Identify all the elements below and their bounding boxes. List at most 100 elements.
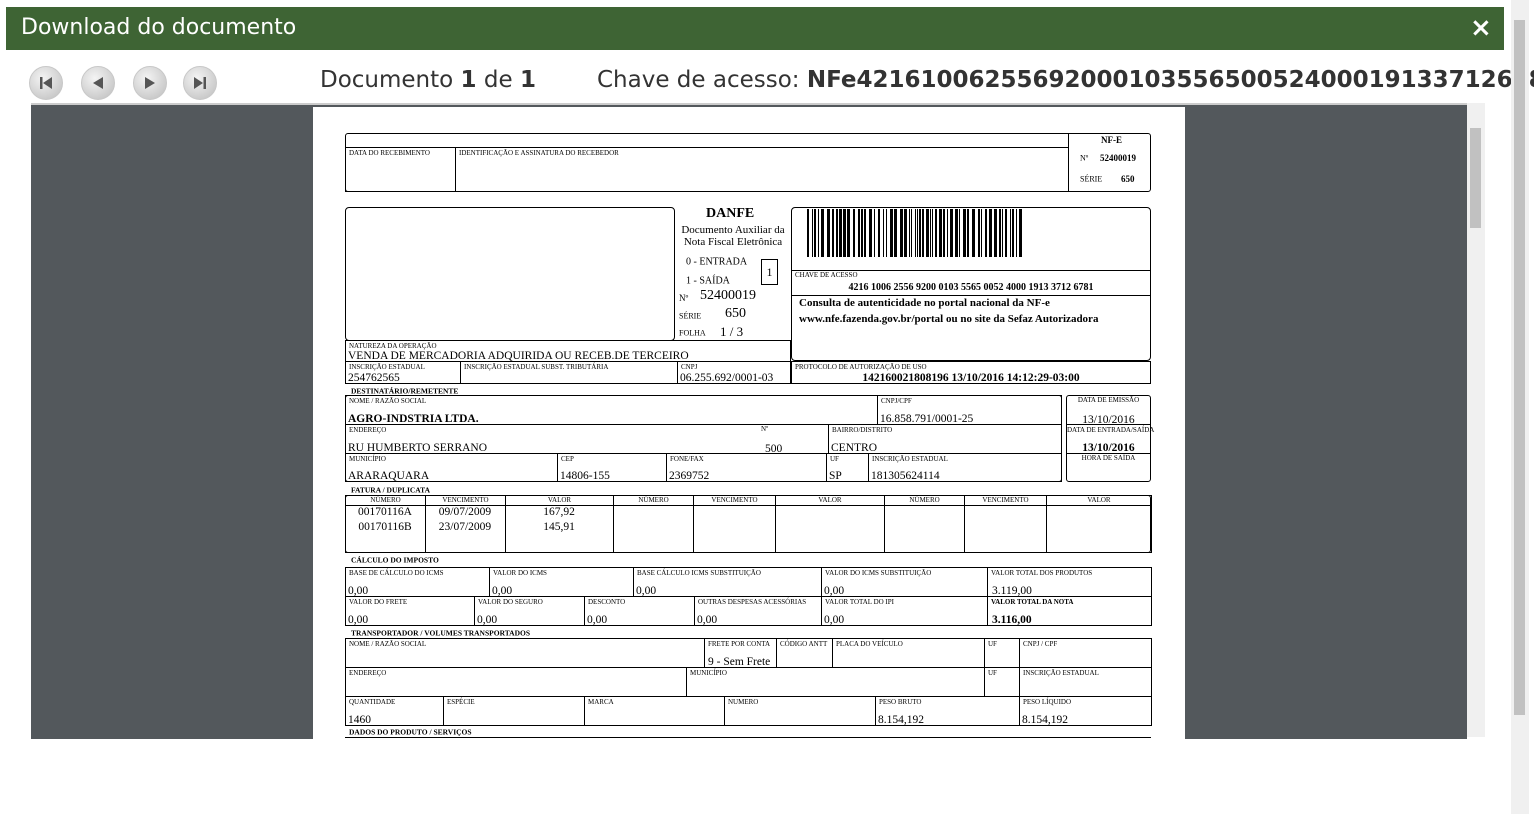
invoice-value: 00170116B [358, 521, 412, 533]
barcode-bar [1003, 209, 1005, 257]
next-page-button[interactable] [133, 66, 167, 100]
field-label: VALOR DO SEGURO [478, 598, 543, 606]
field-label: PESO BRUTO [879, 698, 922, 706]
barcode-bar [997, 209, 999, 257]
field-label: CEP [561, 455, 574, 463]
field-box: INSCRIÇÃO ESTADUAL [1019, 667, 1152, 697]
prev-page-button[interactable] [81, 66, 115, 100]
field-label: UF [830, 455, 839, 463]
field-value: 2369752 [669, 470, 710, 482]
first-page-button[interactable] [29, 66, 63, 100]
field-value: 06.255.692/0001-03 [680, 372, 774, 384]
field-label: NOME / RAZÃO SOCIAL [349, 640, 427, 648]
viewer-scrollbar[interactable] [1467, 103, 1485, 737]
field-box: MUNICÍPIO [686, 667, 985, 697]
field-value: 0,00 [477, 614, 498, 626]
barcode-bar [880, 209, 883, 257]
field-label: QUANTIDADE [349, 698, 396, 706]
field-label: VALOR TOTAL DO IPI [825, 598, 894, 606]
column [613, 505, 694, 553]
field-value: 1460 [348, 714, 371, 726]
text: SÉRIE [1080, 174, 1103, 184]
field-value: 500 [765, 443, 783, 455]
last-page-button[interactable] [183, 66, 217, 100]
barcode-bar [886, 209, 887, 257]
barcode-bar [809, 209, 812, 257]
field-label: DATA DE EMISSÃO [1077, 396, 1140, 404]
field-box: VALOR DO ICMS SUBSTITUIÇÃO 0,00 [821, 567, 988, 597]
field-box: IDENTIFICAÇÃO E ASSINATURA DO RECEBEDOR [455, 147, 1069, 192]
barcode-bar [904, 209, 907, 257]
field-box: DATA DE EMISSÃO 13/10/2016 [1066, 395, 1151, 426]
field-label: BASE CÁLCULO ICMS SUBSTITUIÇÃO [637, 569, 761, 577]
barcode-bar [910, 209, 911, 257]
field-value: SP [829, 470, 842, 482]
barcode-bar [1005, 209, 1007, 257]
barcode-bar [834, 209, 836, 257]
field-box: CNPJ / CPF [1019, 638, 1152, 668]
barcode-bar [945, 209, 947, 257]
field-box: Nº 500 [758, 424, 818, 455]
field-value: 0,00 [348, 614, 369, 626]
barcode-bar [824, 209, 827, 257]
type-box: 1 [761, 259, 778, 285]
text: DADOS DO PRODUTO / SERVIÇOS [349, 727, 472, 737]
barcode-bar [1022, 209, 1025, 257]
field-box: INSCRIÇÃO ESTADUAL SUBST. TRIBUTÁRIA [460, 361, 678, 384]
scroll-thumb[interactable] [1470, 128, 1481, 228]
access-key: Chave de acesso: NFe42161006255692000103… [597, 67, 1534, 93]
barcode-bar [982, 209, 985, 257]
barcode-bar [855, 209, 858, 257]
field-box: NOME / RAZÃO SOCIAL [345, 638, 705, 668]
field-label: VALOR DO FRETE [349, 598, 408, 606]
barcode-bar [911, 209, 912, 257]
barcode-bar [950, 209, 953, 257]
barcode-bar [1010, 209, 1011, 257]
page-scrollbar[interactable] [1511, 0, 1529, 814]
field-value: 13/10/2016 [1082, 442, 1135, 454]
field-box: PLACA DO VEÍCULO [832, 638, 985, 668]
barcode-bar [922, 209, 924, 257]
field-value: 0,00 [636, 585, 657, 597]
text: TRANSPORTADOR / VOLUMES TRANSPORTADOS [351, 628, 531, 638]
field-label: FONE/FAX [670, 455, 704, 463]
barcode-bar [1012, 209, 1014, 257]
barcode-bar [985, 209, 987, 257]
field-label: BAIRRO/DISTRITO [832, 426, 893, 434]
field-box: DATA DE ENTRADA/SAÍDA 13/10/2016 [1066, 424, 1155, 454]
field-value: 0,00 [824, 585, 845, 597]
field-label: CNPJ / CPF [1023, 640, 1058, 648]
label: Documento [320, 67, 454, 93]
invoice-value: 23/07/2009 [438, 521, 492, 533]
field-box: CNPJ/CPF 16.858.791/0001-25 [877, 395, 1062, 425]
barcode-bar [969, 209, 972, 257]
barcode-bar [819, 209, 821, 257]
field-box: ENDEREÇO [345, 667, 687, 697]
field-value: 13/10/2016 [1082, 414, 1135, 426]
field-label: IDENTIFICAÇÃO E ASSINATURA DO RECEBEDOR [459, 149, 619, 157]
field-box: CEP 14806-155 [557, 453, 667, 482]
field-label: DATA DO RECEBIMENTO [349, 149, 430, 157]
scroll-thumb[interactable] [1514, 20, 1525, 715]
text: 0 - ENTRADA [686, 256, 748, 268]
barcode-bar [953, 209, 955, 257]
field-label: BASE DE CÁLCULO DO ICMS [349, 569, 444, 577]
barcode-bar [830, 209, 832, 257]
barcode-bar [1014, 209, 1016, 257]
barcode-bar [935, 209, 937, 257]
rule [345, 737, 1151, 738]
field-value: 16.858.791/0001-25 [880, 413, 974, 425]
barcode-bar [866, 209, 869, 257]
field-box: UF SP [826, 453, 869, 482]
field-label: DATA DE ENTRADA/SAÍDA [1067, 426, 1155, 434]
field-value: 142160021808196 13/10/2016 14:12:29-03:0… [862, 372, 1080, 384]
field-value: 0,00 [348, 585, 369, 597]
key: NFe4216100625569200010355650052400019133… [806, 67, 1534, 93]
field-box: QUANTIDADE 1460 [345, 696, 444, 726]
barcode-bar [1017, 209, 1019, 257]
barcode-bar [863, 209, 864, 257]
close-button[interactable]: × [1470, 13, 1492, 43]
barcode-bar [987, 209, 989, 257]
barcode-bar [916, 209, 917, 257]
field-label: CNPJ/CPF [881, 397, 912, 405]
